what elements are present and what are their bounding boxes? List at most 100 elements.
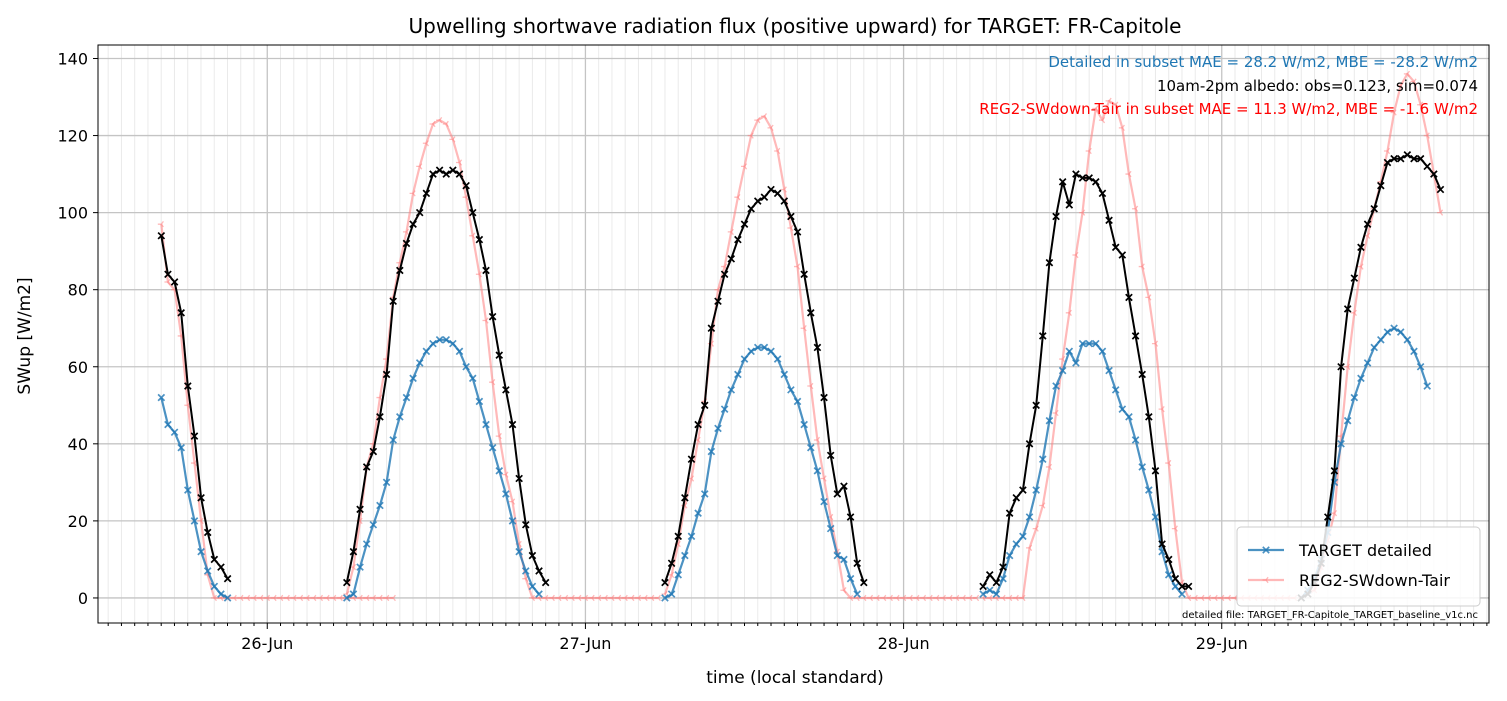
- data-point: [1092, 177, 1100, 186]
- data-point: [1158, 405, 1165, 413]
- data-point: [1165, 459, 1172, 467]
- data-point: [985, 586, 994, 595]
- data-point: [1178, 582, 1186, 591]
- data-point: [369, 594, 377, 602]
- data-point: [263, 594, 270, 602]
- annotation-albedo: 10am-2pm albedo: obs=0.123, sim=0.074: [1157, 77, 1478, 95]
- data-point: [760, 343, 769, 352]
- data-point: [648, 594, 655, 602]
- data-point: [1262, 576, 1269, 584]
- data-point: [1151, 340, 1159, 347]
- data-point: [588, 594, 595, 602]
- data-point: [495, 351, 504, 359]
- data-point: [495, 466, 504, 475]
- data-point: [422, 140, 429, 147]
- data-point: [422, 189, 431, 198]
- data-point: [356, 505, 364, 514]
- data-point: [203, 567, 212, 575]
- data-point: [469, 232, 476, 239]
- data-point: [1403, 335, 1412, 344]
- data-point: [515, 547, 523, 556]
- data-point: [376, 413, 384, 421]
- data-point: [362, 463, 371, 471]
- data-point: [1005, 551, 1014, 560]
- data-point: [164, 278, 171, 286]
- data-point: [720, 270, 729, 279]
- data-point: [1012, 594, 1019, 602]
- data-point: [164, 420, 172, 429]
- data-point: [694, 420, 702, 429]
- data-point: [502, 386, 510, 394]
- data-point: [1019, 486, 1027, 494]
- data-point: [1357, 263, 1364, 270]
- data-point: [290, 594, 297, 602]
- data-point: [535, 590, 543, 598]
- data-point: [1211, 594, 1218, 602]
- data-point: [502, 490, 510, 498]
- data-point: [615, 594, 622, 602]
- data-point: [1403, 70, 1410, 78]
- data-point: [979, 582, 987, 591]
- data-point: [780, 197, 789, 205]
- data-point: [575, 594, 582, 602]
- data-point: [1105, 97, 1112, 105]
- data-point: [767, 124, 774, 132]
- data-point: [449, 166, 457, 175]
- data-point: [1357, 243, 1365, 252]
- major-gridlines: [98, 45, 1489, 623]
- annotation-reg2-stats: REG2-SWdown-Tair in subset MAE = 11.3 W/…: [979, 100, 1478, 118]
- data-point: [462, 181, 470, 190]
- data-point: [846, 574, 855, 583]
- data-point: [1012, 540, 1021, 548]
- series-line: [663, 115, 977, 600]
- data-point: [847, 594, 854, 602]
- data-point: [1058, 366, 1067, 375]
- data-point: [747, 132, 754, 139]
- data-point: [707, 324, 716, 333]
- y-tick-label: 100: [57, 204, 88, 223]
- data-point: [1072, 359, 1080, 367]
- data-point: [1098, 347, 1107, 356]
- data-point: [508, 420, 517, 429]
- data-point: [820, 393, 828, 402]
- data-point: [1323, 513, 1332, 521]
- data-point: [217, 563, 225, 571]
- data-point: [700, 490, 709, 498]
- data-point: [495, 432, 502, 440]
- data-point: [807, 382, 814, 390]
- data-point: [813, 343, 822, 352]
- data-point: [1131, 332, 1140, 340]
- data-point: [1052, 409, 1059, 417]
- data-point: [826, 524, 835, 533]
- data-point: [468, 208, 477, 217]
- data-point: [853, 559, 861, 568]
- data-point: [316, 594, 324, 602]
- data-point: [243, 594, 251, 602]
- data-point: [396, 413, 404, 421]
- data-point: [1164, 571, 1173, 579]
- data-point: [1390, 324, 1398, 333]
- legend-box: [1236, 526, 1481, 607]
- data-point: [1032, 401, 1040, 410]
- data-point: [429, 339, 437, 348]
- data-point: [562, 594, 569, 602]
- data-point: [1098, 116, 1106, 124]
- data-point: [409, 220, 417, 228]
- data-point: [1423, 382, 1432, 390]
- data-point: [674, 532, 683, 541]
- data-point: [1138, 263, 1145, 270]
- data-point: [1072, 251, 1079, 259]
- data-point: [1423, 162, 1432, 171]
- data-point: [1038, 455, 1047, 464]
- x-tick-label: 29-Jun: [1196, 634, 1248, 653]
- data-point: [972, 594, 980, 602]
- data-point: [521, 567, 530, 575]
- data-point: [813, 436, 821, 444]
- data-point: [1363, 220, 1372, 228]
- data-point: [727, 386, 736, 394]
- data-point: [376, 501, 384, 510]
- data-point: [177, 309, 186, 317]
- data-point: [1039, 502, 1046, 509]
- data-point: [900, 594, 907, 602]
- data-point: [389, 436, 398, 444]
